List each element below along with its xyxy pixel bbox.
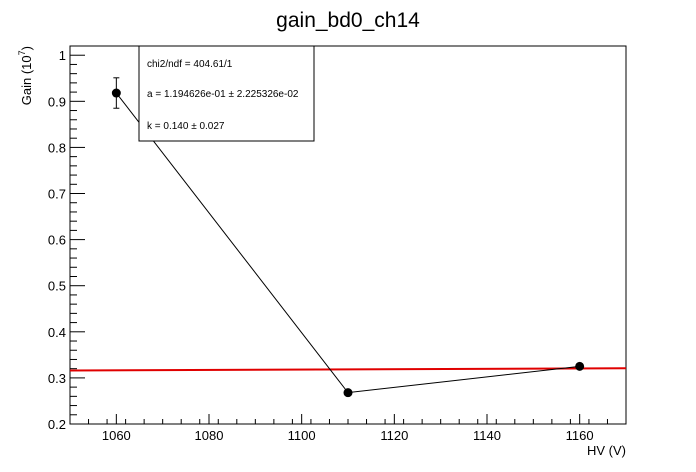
x-axis-label: HV (V) [587,443,626,458]
y-tick-label: 0.2 [48,417,66,432]
data-point [575,361,585,371]
x-axis: 1060 1080 1100 1120 1140 1160 [69,414,627,443]
y-tick-label: 0.5 [48,279,66,294]
data-point [343,388,353,398]
x-tick-label: 1100 [288,428,316,443]
y-tick-label: 0.4 [48,325,66,340]
y-tick-label: 0.3 [48,371,66,386]
x-tick-label: 1140 [473,428,501,443]
stats-chi2: chi2/ndf = 404.61/1 [147,59,233,70]
data-point [111,88,121,98]
stats-box-frame [138,45,315,142]
data-points [111,77,585,398]
x-tick-label: 1120 [380,428,408,443]
stats-param-a: a = 1.194626e-01 ± 2.225326e-02 [147,89,299,100]
y-tick-label: 0.6 [48,233,66,248]
x-tick-label: 1060 [102,428,131,443]
fit-line [69,367,627,372]
y-axis-label: Gain (107) [17,46,34,105]
chart-title: gain_bd0_ch14 [276,9,420,32]
y-tick-label: 0.8 [48,140,66,155]
y-axis-label-main: Gain (10 [19,55,34,105]
x-tick-label: 1080 [195,428,224,443]
stats-box: chi2/ndf = 404.61/1 a = 1.194626e-01 ± 2… [138,45,315,142]
y-tick-label: 1 [59,48,66,63]
y-axis-label-close: ) [19,46,34,50]
y-axis-label-exponent: 7 [17,50,27,55]
y-tick-label: 0.7 [48,187,66,202]
y-axis: 0.2 0.3 0.4 0.5 0.6 0.7 0.8 0.9 1 [48,45,85,432]
y-tick-label: 0.9 [48,94,66,109]
stats-param-k: k = 0.140 ± 0.027 [147,121,225,132]
x-tick-label: 1160 [566,428,594,443]
